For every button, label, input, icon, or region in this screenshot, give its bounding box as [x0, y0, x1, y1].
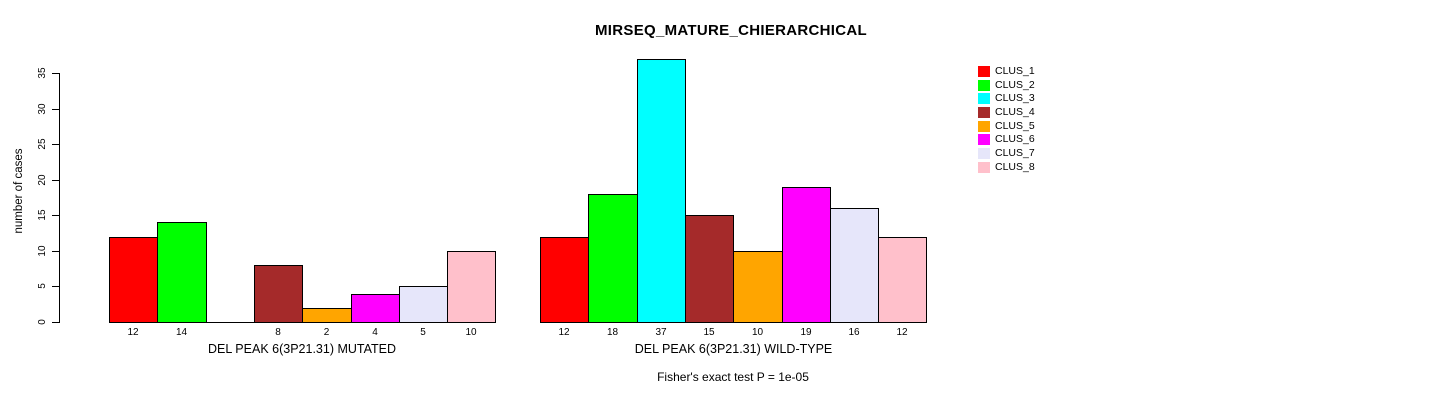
- bar-clus_4: [254, 265, 303, 323]
- bar-value-label: 4: [372, 327, 378, 338]
- legend-item-clus_6: CLUS_6: [978, 133, 1035, 145]
- legend-label: CLUS_3: [995, 92, 1035, 104]
- y-tick-label: 0: [37, 319, 48, 325]
- bar-value-label: 12: [558, 327, 570, 338]
- legend-label: CLUS_8: [995, 161, 1035, 173]
- bar-value-label: 14: [175, 327, 188, 338]
- y-tick-label: 15: [37, 209, 48, 221]
- bar-value-label: 37: [655, 327, 667, 338]
- legend-label: CLUS_4: [995, 106, 1035, 118]
- legend-label: CLUS_2: [995, 79, 1035, 91]
- footnote-fisher-test: Fisher's exact test P = 1e-05: [657, 370, 809, 384]
- y-tick-label: 20: [37, 174, 48, 186]
- legend-swatch-icon: [978, 106, 990, 118]
- bar-clus_6: [782, 187, 831, 323]
- y-tick-mark: [52, 144, 59, 145]
- bar-clus_3: [637, 59, 686, 323]
- bar-clus_2: [588, 194, 638, 323]
- bar-value-label: 15: [703, 327, 715, 338]
- legend-label: CLUS_6: [995, 133, 1035, 145]
- legend-item-clus_2: CLUS_2: [978, 79, 1035, 91]
- legend-item-clus_4: CLUS_4: [978, 106, 1035, 118]
- bar-clus_4: [685, 215, 734, 323]
- bar-value-label: 8: [275, 327, 281, 338]
- bar-value-label: 2: [323, 327, 330, 338]
- legend-swatch-icon: [978, 92, 990, 104]
- legend-label: CLUS_7: [995, 147, 1035, 159]
- legend-item-clus_3: CLUS_3: [978, 92, 1035, 104]
- y-tick-mark: [52, 286, 59, 287]
- legend-item-clus_5: CLUS_5: [978, 120, 1035, 132]
- legend-swatch-icon: [978, 147, 990, 159]
- x-axis-label-mutated: DEL PEAK 6(3P21.31) MUTATED: [207, 342, 397, 356]
- y-tick-mark: [52, 215, 59, 216]
- legend-swatch-icon: [978, 133, 990, 145]
- legend-swatch-icon: [978, 79, 990, 91]
- chart-title: MIRSEQ_MATURE_CHIERARCHICAL: [595, 22, 867, 39]
- legend-label: CLUS_5: [995, 120, 1035, 132]
- legend-swatch-icon: [978, 120, 990, 132]
- legend-item-clus_8: CLUS_8: [978, 161, 1035, 173]
- bar-clus_7: [399, 286, 448, 323]
- bar-value-label: 10: [465, 327, 477, 338]
- bar-value-label: 12: [896, 327, 908, 338]
- legend-label: CLUS_1: [995, 65, 1035, 77]
- bar-clus_5: [733, 251, 783, 323]
- y-tick-label: 25: [37, 138, 48, 150]
- y-tick-label: 5: [37, 283, 48, 289]
- bar-clus_1: [109, 237, 158, 323]
- y-tick-mark: [52, 73, 59, 74]
- bar-clus_7: [830, 208, 879, 323]
- bar-clus_8: [878, 237, 927, 323]
- y-axis-line: [59, 73, 60, 323]
- bar-value-label: 10: [751, 327, 764, 338]
- y-tick-mark: [52, 251, 59, 252]
- y-tick-label: 35: [37, 67, 48, 79]
- bar-clus_2: [157, 222, 207, 323]
- bar-value-label: 12: [127, 327, 139, 338]
- x-axis-label-wild-type: DEL PEAK 6(3P21.31) WILD-TYPE: [634, 342, 833, 356]
- y-tick-mark: [52, 180, 59, 181]
- legend-item-clus_7: CLUS_7: [978, 147, 1035, 159]
- y-tick-mark: [52, 322, 59, 323]
- bar-value-label: 19: [800, 327, 812, 338]
- y-tick-label: 10: [37, 245, 48, 257]
- y-axis-title: number of cases: [13, 148, 25, 234]
- y-tick-label: 30: [37, 103, 48, 115]
- bar-value-label: 16: [848, 327, 860, 338]
- bar-clus_6: [351, 294, 400, 323]
- y-tick-mark: [52, 109, 59, 110]
- legend-item-clus_1: CLUS_1: [978, 65, 1035, 77]
- legend-swatch-icon: [978, 65, 990, 77]
- bar-clus_1: [540, 237, 589, 323]
- bar-value-label: 5: [420, 327, 426, 338]
- zero-bar-clus_3: [206, 322, 255, 323]
- bar-clus_8: [447, 251, 496, 323]
- legend-swatch-icon: [978, 161, 990, 173]
- bar-value-label: 18: [606, 327, 619, 338]
- bar-clus_5: [302, 308, 352, 323]
